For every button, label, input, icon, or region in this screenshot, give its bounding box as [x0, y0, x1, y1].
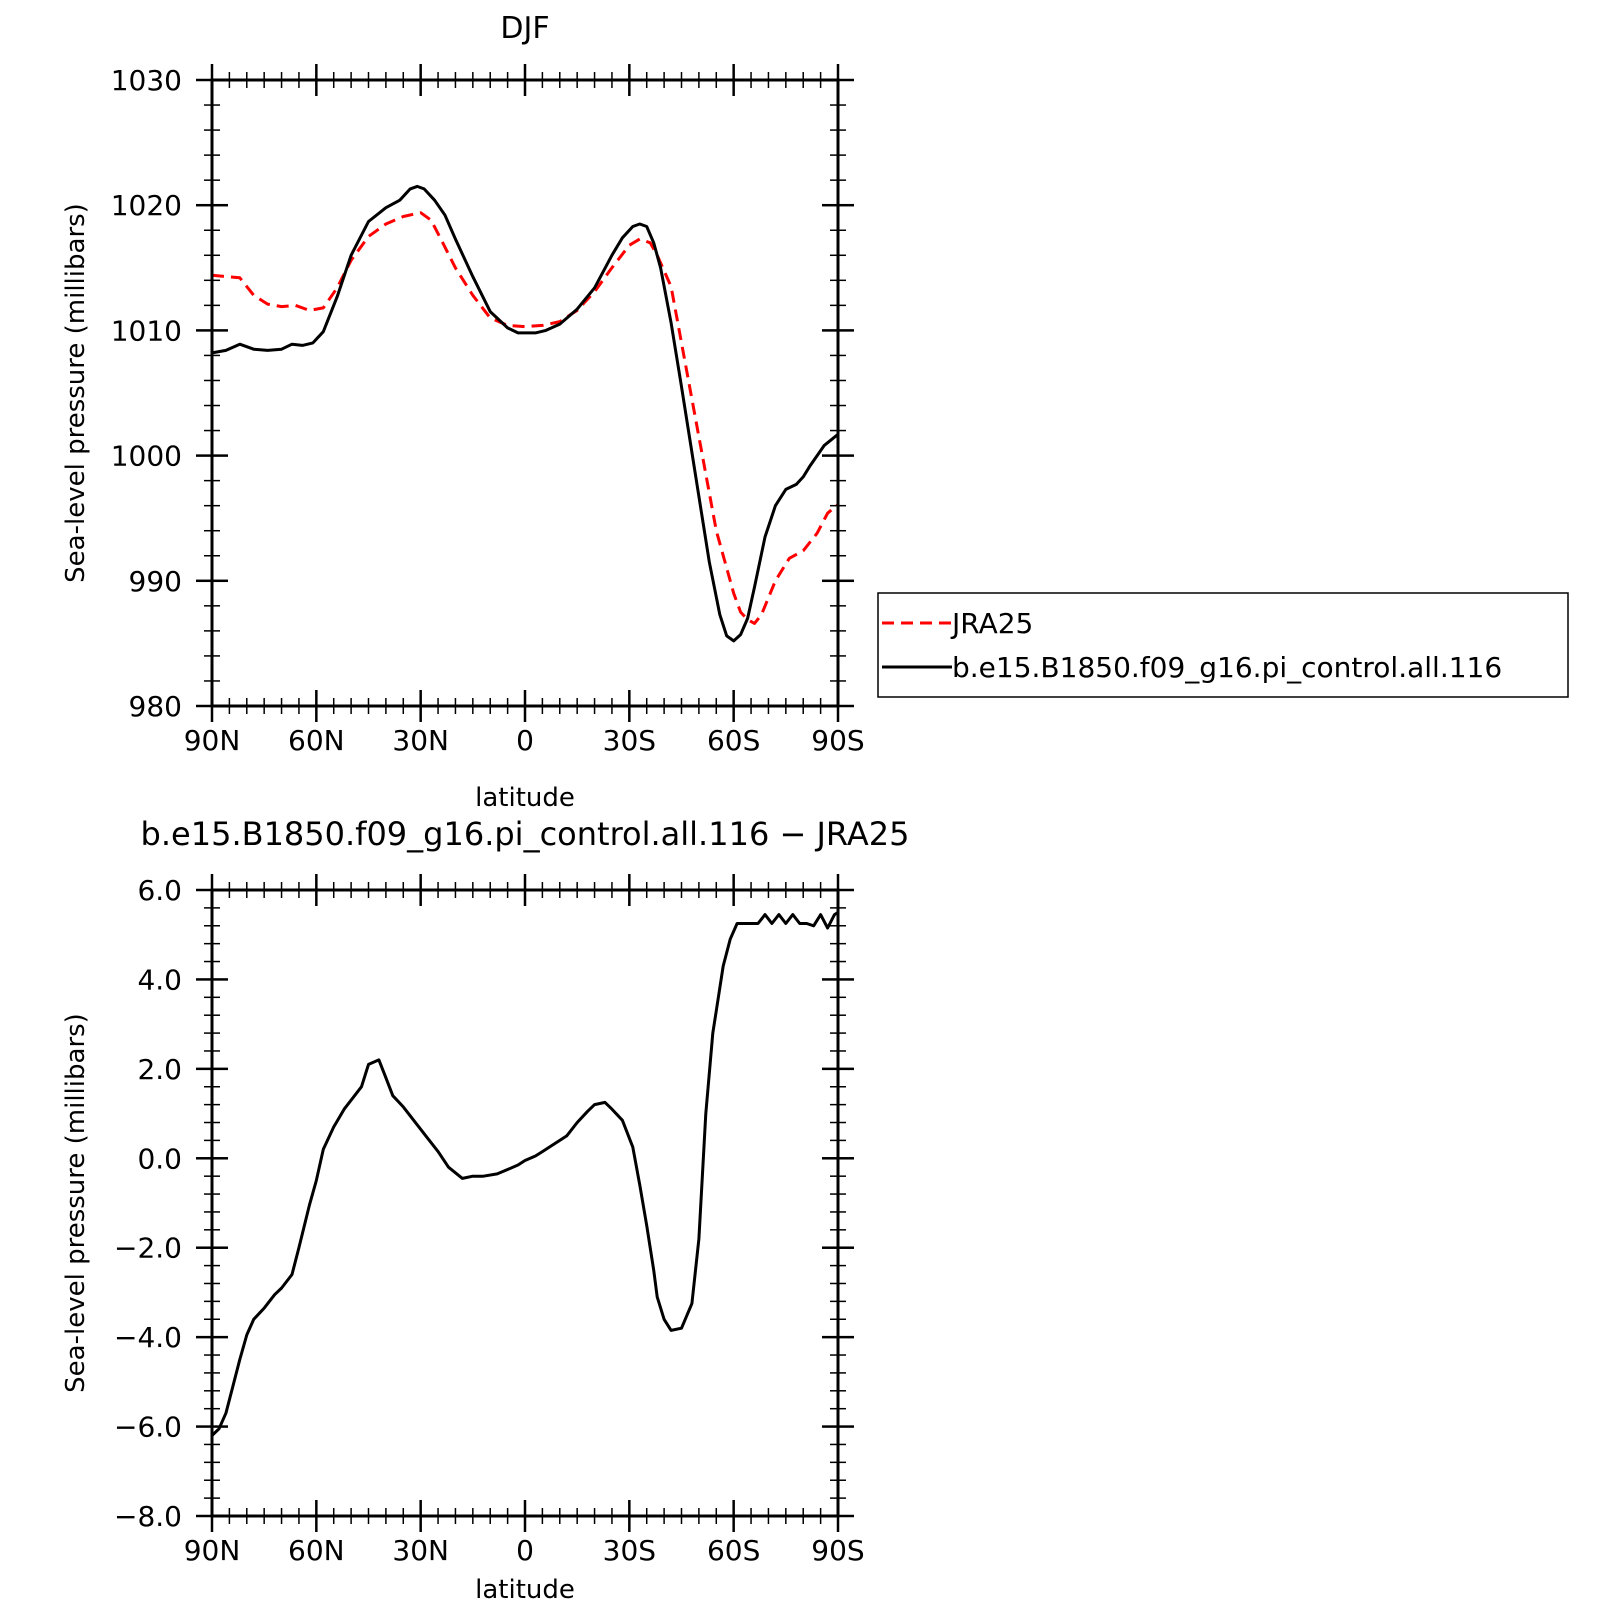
top-panel: DJF 90N 60N 30N 0 30S 60S 90S 980 990 1000 1010 102… [61, 11, 865, 813]
x-axis-label: latitude [475, 1575, 575, 1605]
x-tick-label: 30S [603, 724, 656, 757]
x-tick-label: 0 [516, 724, 534, 757]
x-tick-label: 30N [392, 1534, 449, 1567]
bottom-panel: b.e15.B1850.f09_g16.pi_control.all.116 −… [61, 815, 909, 1605]
x-tick-label: 60N [288, 1534, 345, 1567]
series-line-b-e15-b1850-f09-g16-pi-control-all-116 [211, 184, 839, 643]
y-tick-label: 1020 [111, 189, 182, 222]
x-tick-label: 90S [811, 1534, 864, 1567]
x-tick-label: 60N [288, 724, 345, 757]
series-lines [211, 184, 839, 643]
y-tick-label: 990 [129, 565, 182, 598]
tick-labels: 90N 60N 30N 0 30S 60S 90S −8.0 −6.0 −4.0 −2.0 0.0 2.… [114, 874, 865, 1567]
x-tick-label: 30N [392, 724, 449, 757]
y-tick-label: −4.0 [114, 1321, 182, 1354]
y-tick-label: 0.0 [137, 1142, 182, 1175]
x-axis-label: latitude [475, 783, 575, 813]
legend: JRA25 b.e15.B1850.f09_g16.pi_control.all… [877, 592, 1569, 698]
legend-label-model: b.e15.B1850.f09_g16.pi_control.all.116 [952, 651, 1502, 684]
y-tick-label: −6.0 [114, 1411, 182, 1444]
y-tick-label: 1030 [111, 64, 182, 97]
plot-frame [210, 78, 840, 708]
y-tick-label: 2.0 [137, 1053, 182, 1086]
legend-box [877, 592, 1569, 698]
y-tick-label: 4.0 [137, 963, 182, 996]
x-tick-label: 60S [707, 1534, 760, 1567]
plot-frame [210, 888, 840, 1518]
x-tick-label: 60S [707, 724, 760, 757]
y-tick-label: 6.0 [137, 874, 182, 907]
y-axis-label: Sea-level pressure (millibars) [61, 1013, 91, 1393]
legend-label-jra25: JRA25 [950, 607, 1033, 640]
y-tick-label: −8.0 [114, 1500, 182, 1533]
y-tick-label: 980 [129, 690, 182, 723]
series-line-difference [210, 911, 839, 1437]
y-tick-label: −2.0 [114, 1232, 182, 1265]
x-tick-label: 0 [516, 1534, 534, 1567]
x-tick-label: 90N [184, 724, 241, 757]
x-tick-label: 90N [184, 1534, 241, 1567]
series-lines [210, 911, 839, 1437]
chart-title: b.e15.B1850.f09_g16.pi_control.all.116 −… [141, 815, 910, 853]
chart-title: DJF [500, 11, 549, 46]
y-tick-label: 1000 [111, 440, 182, 473]
tick-labels: 90N 60N 30N 0 30S 60S 90S 980 990 1000 1010 1020 103… [111, 64, 865, 757]
y-axis-label: Sea-level pressure (millibars) [61, 203, 91, 583]
series-line-jra25 [211, 211, 839, 625]
x-tick-label: 30S [603, 1534, 656, 1567]
tick-marks [196, 874, 854, 1532]
y-tick-label: 1010 [111, 314, 182, 347]
x-tick-label: 90S [811, 724, 864, 757]
